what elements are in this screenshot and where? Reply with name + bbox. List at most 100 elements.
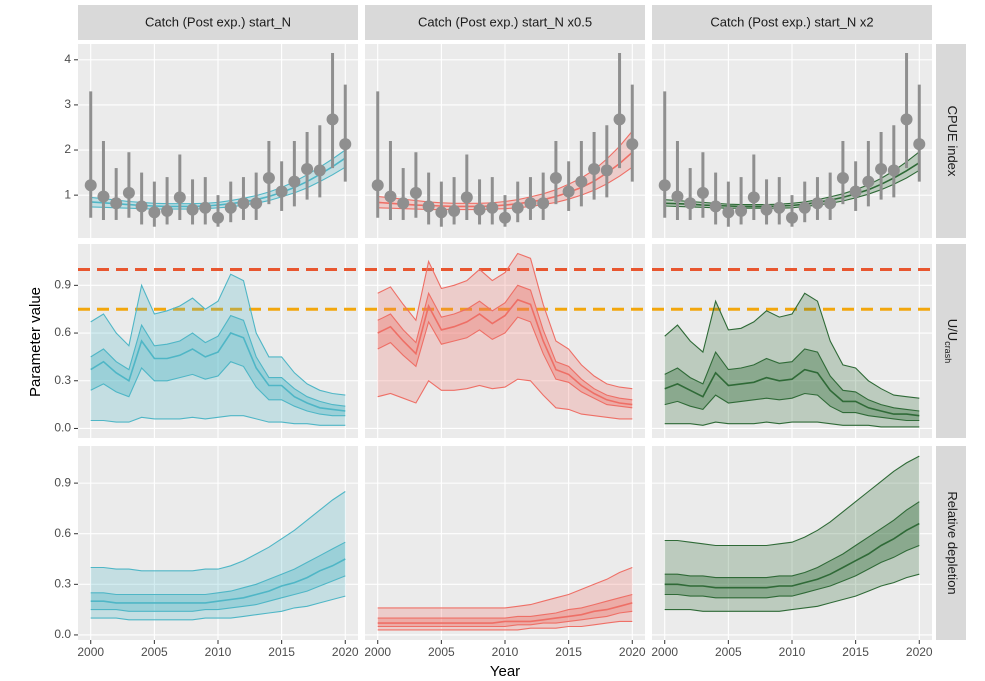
- observed-point: [600, 164, 613, 177]
- column-strip: [78, 5, 358, 40]
- series-line: [90, 415, 346, 426]
- row-strip: [936, 44, 966, 238]
- observed-point: [824, 197, 837, 210]
- x-tick-label: 2010: [205, 645, 232, 659]
- observed-point: [173, 191, 186, 204]
- observed-point: [224, 201, 237, 214]
- observed-point: [148, 206, 161, 219]
- y-tick-label: 0.0: [54, 421, 71, 435]
- observed-point: [875, 162, 888, 175]
- observed-point: [684, 197, 697, 210]
- y-tick-label: 0.6: [54, 526, 71, 540]
- observed-point: [473, 203, 486, 216]
- series-line: [90, 595, 346, 621]
- observed-point: [537, 197, 550, 210]
- observed-point: [288, 175, 301, 188]
- observed-point: [524, 197, 537, 210]
- x-tick-label: 2015: [268, 645, 295, 659]
- y-tick-label: 0.3: [54, 577, 71, 591]
- x-tick-label: 2000: [77, 645, 104, 659]
- observed-point: [212, 211, 224, 224]
- observed-point: [862, 175, 875, 188]
- observed-point: [250, 197, 263, 210]
- observed-point: [626, 138, 639, 151]
- panel: [652, 244, 932, 438]
- observed-point: [135, 200, 148, 213]
- observed-point: [588, 162, 601, 175]
- band-fill: [664, 456, 920, 612]
- series-line: [664, 292, 920, 399]
- row-strip-label-main: CPUE index: [945, 106, 960, 177]
- observed-point: [199, 201, 212, 214]
- x-tick-label: 2010: [492, 645, 519, 659]
- band-fill: [90, 315, 346, 416]
- x-tick-label: 2020: [619, 645, 646, 659]
- row-strip-label-subscript: crash: [943, 341, 953, 363]
- row-strip-label-main: Relative depletion: [945, 491, 960, 594]
- row-strip-label: U/Ucrash: [943, 319, 960, 363]
- observed-point: [237, 197, 250, 210]
- row-strip-label: CPUE index: [945, 106, 960, 177]
- observed-point: [760, 203, 773, 216]
- observed-point: [811, 197, 824, 210]
- series-line: [377, 610, 633, 628]
- observed-point: [186, 203, 199, 216]
- row-strip: [936, 446, 966, 640]
- band-fill: [664, 501, 920, 598]
- y-tick-label: 2: [64, 142, 71, 156]
- y-tick-label: 4: [64, 52, 71, 66]
- series-line: [664, 348, 920, 412]
- series-line: [664, 455, 920, 547]
- y-tick-label: 0.0: [54, 627, 71, 641]
- series-line: [377, 298, 633, 406]
- panel: [78, 44, 358, 238]
- observed-point: [371, 179, 384, 192]
- x-tick-label: 2005: [141, 645, 168, 659]
- series-line: [377, 620, 633, 631]
- series-line: [90, 558, 346, 604]
- row-strip-label: Relative depletion: [945, 491, 960, 594]
- series-line: [664, 573, 920, 612]
- observed-point: [275, 185, 288, 198]
- observed-point: [161, 204, 174, 217]
- x-tick-label: 2010: [779, 645, 806, 659]
- series-line: [90, 361, 346, 417]
- observed-point: [422, 200, 435, 213]
- observed-point: [575, 175, 588, 188]
- series-line: [377, 602, 633, 624]
- column-strip: [652, 5, 932, 40]
- observed-point: [339, 138, 352, 151]
- panel: [652, 446, 932, 640]
- band-fill: [90, 491, 346, 620]
- x-tick-label: 2020: [332, 645, 359, 659]
- observed-point: [722, 206, 735, 219]
- observed-point: [499, 211, 511, 224]
- x-tick-label: 2020: [906, 645, 933, 659]
- x-tick-label: 2005: [428, 645, 455, 659]
- band-fill: [90, 542, 346, 612]
- series-line: [664, 501, 920, 579]
- observed-point: [613, 113, 626, 126]
- y-tick-label: 0.9: [54, 278, 71, 292]
- band-fill: [377, 285, 633, 408]
- band-fill: [90, 274, 346, 426]
- series-line: [377, 593, 633, 619]
- series-line: [90, 273, 346, 396]
- series-line: [377, 284, 633, 401]
- observed-point: [409, 186, 422, 199]
- row-strip: [936, 244, 966, 438]
- observed-point: [709, 200, 722, 213]
- observed-point: [97, 190, 110, 203]
- column-strip-label: Catch (Post exp.) start_N x2: [710, 14, 873, 29]
- row-strip-label-main: U/U: [945, 319, 960, 341]
- x-tick-label: 2005: [715, 645, 742, 659]
- observed-point: [849, 185, 862, 198]
- observed-point: [84, 179, 97, 192]
- observed-point: [397, 197, 410, 210]
- observed-point: [486, 201, 499, 214]
- observed-point: [511, 201, 524, 214]
- observed-point: [562, 185, 575, 198]
- observed-point: [887, 164, 900, 177]
- y-tick-label: 0.6: [54, 325, 71, 339]
